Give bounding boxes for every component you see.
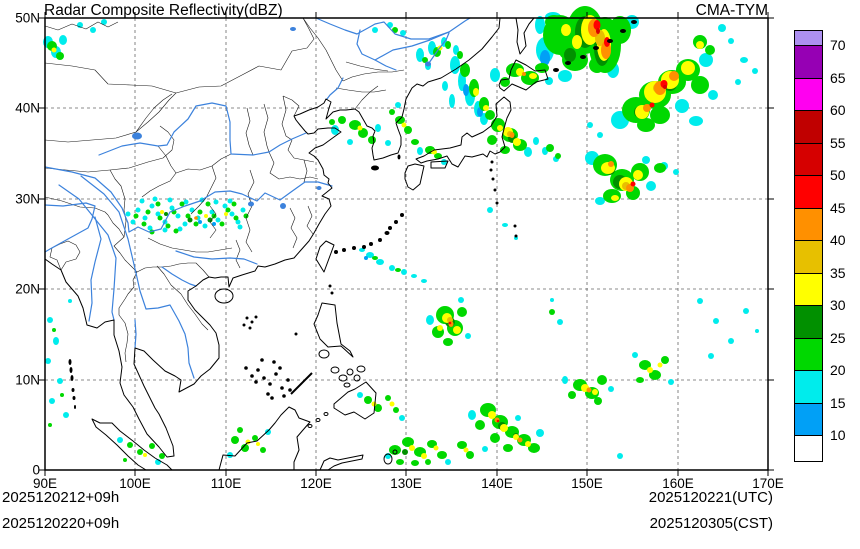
colorbar-segment xyxy=(795,371,822,404)
lon-label-110e: 110E xyxy=(210,476,242,491)
colorbar-label-50: 50 xyxy=(830,167,846,183)
colorbar-segment xyxy=(795,403,822,436)
colorbar-segment xyxy=(795,176,822,209)
run-time-cst-label: 2025120220+09h xyxy=(2,515,120,532)
colorbar-label-35: 35 xyxy=(830,264,846,281)
lat-label-0: 0 xyxy=(32,462,40,478)
lon-label-170e: 170E xyxy=(752,476,784,491)
colorbar-label-20: 20 xyxy=(830,362,846,378)
run-time-utc-label: 2025120212+09h xyxy=(2,489,120,506)
colorbar-label-25: 25 xyxy=(830,329,846,346)
coastline-layer xyxy=(44,17,637,471)
colorbar-label-45: 45 xyxy=(830,199,846,216)
colorbar-segment xyxy=(795,273,822,306)
colorbar-segment xyxy=(795,143,822,176)
colorbar-segment xyxy=(795,338,822,371)
colorbar-label-65: 65 xyxy=(830,69,846,86)
lat-label-30n: 30N xyxy=(15,191,40,207)
colorbar-segment xyxy=(795,111,822,144)
river-layer xyxy=(44,17,471,379)
colorbar-label-70: 70 xyxy=(830,37,846,53)
lon-label-90e: 90E xyxy=(32,476,58,491)
lon-label-140e: 140E xyxy=(481,476,513,491)
colorbar-segment xyxy=(795,31,822,46)
plot-frame xyxy=(39,12,774,476)
colorbar-segment xyxy=(795,436,822,461)
lon-label-100e: 100E xyxy=(119,476,151,491)
colorbar-label-15: 15 xyxy=(830,394,846,411)
page-title: Radar Composite Reflectivity(dBZ) xyxy=(44,2,283,19)
colorbar-segment xyxy=(795,208,822,241)
reef-dots xyxy=(242,315,298,400)
colorbar-label-10: 10 xyxy=(830,427,846,443)
valid-time-utc-label: 2025120221(UTC) xyxy=(648,489,773,506)
radar-echo-layer xyxy=(43,6,759,466)
colorbar-segment xyxy=(795,78,822,111)
lon-label-130e: 130E xyxy=(390,476,422,491)
colorbar-label-30: 30 xyxy=(830,297,846,313)
lon-label-150e: 150E xyxy=(571,476,603,491)
colorbar-segment xyxy=(795,241,822,274)
border-layer xyxy=(44,17,405,363)
lat-label-10n: 10N xyxy=(15,372,40,388)
colorbar xyxy=(794,30,823,462)
model-name-label: CMA-TYM xyxy=(695,2,768,19)
colorbar-label-60: 60 xyxy=(830,102,846,118)
colorbar-label-40: 40 xyxy=(830,232,846,248)
colorbar-segment xyxy=(795,306,822,339)
lat-label-50n: 50N xyxy=(15,10,40,26)
lat-label-20n: 20N xyxy=(15,281,40,297)
lon-label-160e: 160E xyxy=(662,476,694,491)
lon-label-120e: 120E xyxy=(300,476,332,491)
valid-time-cst-label: 2025120305(CST) xyxy=(649,515,773,532)
colorbar-segment xyxy=(795,46,822,79)
lat-label-40n: 40N xyxy=(15,100,40,116)
colorbar-label-55: 55 xyxy=(830,134,846,151)
